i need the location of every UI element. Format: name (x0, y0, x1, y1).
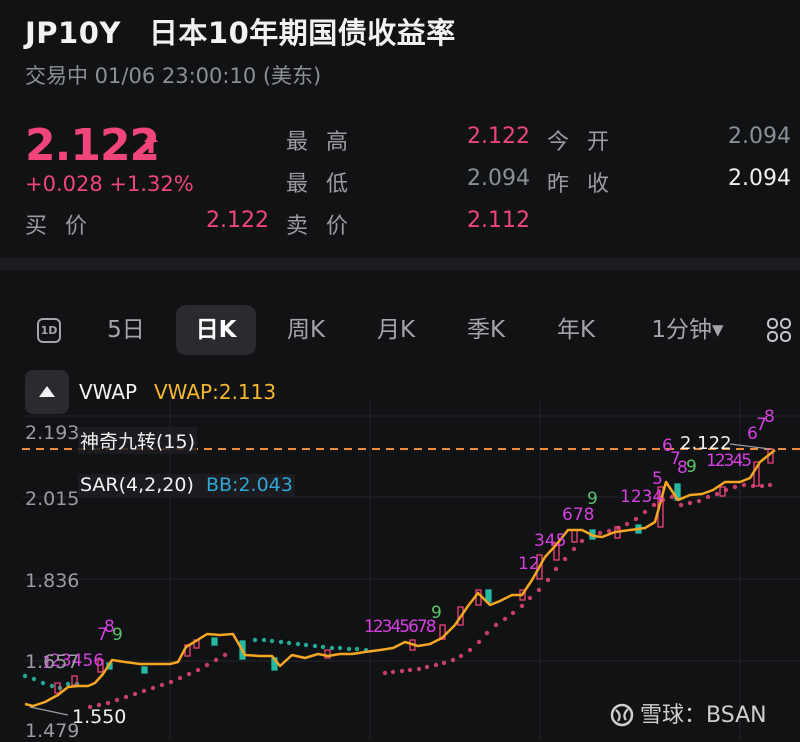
svg-text:1: 1 (42, 653, 53, 673)
svg-text:2.122: 2.122 (680, 433, 732, 454)
trading-status: 交易中 01/06 23:00:10 (美东) (25, 64, 322, 88)
section-divider (0, 258, 800, 270)
quote-panel: 2.122 +0.028 +1.32% 最高 2.122 今开 2.094 最低… (25, 118, 795, 248)
page-title: JP10Y 日本10年期国债收益率 (25, 10, 456, 52)
arrow-up-icon (144, 133, 158, 153)
high-label: 最高 (286, 130, 367, 155)
watermark: 雪球：BSAN (610, 697, 767, 729)
svg-text:12345: 12345 (706, 451, 751, 471)
svg-text:9: 9 (112, 625, 123, 645)
ask-value: 2.112 (467, 208, 530, 233)
svg-text:1234: 1234 (620, 487, 663, 507)
tab-5day[interactable]: 5日 (107, 317, 145, 343)
svg-text:6: 6 (747, 424, 758, 444)
svg-text:7: 7 (97, 625, 108, 645)
open-label: 今开 (547, 130, 628, 155)
svg-text:678: 678 (562, 505, 594, 525)
svg-text:8: 8 (104, 617, 115, 637)
ask-label: 卖价 (286, 214, 367, 239)
header: JP10Y 日本10年期国债收益率 交易中 01/06 23:00:10 (美东) (25, 10, 456, 90)
symbol: JP10Y (25, 16, 121, 50)
open-value: 2.094 (728, 124, 791, 149)
bid-value: 2.122 (206, 208, 269, 233)
triangle-up-icon (39, 386, 55, 397)
y-axis-label: 1.836 (25, 570, 80, 592)
grid-icon[interactable] (766, 317, 792, 343)
last-price: 2.122 (25, 120, 160, 171)
instrument-name: 日本10年期国债收益率 (148, 16, 456, 50)
1d-icon[interactable]: 1D (37, 318, 61, 343)
prev-close-value: 2.094 (728, 166, 791, 191)
sar-indicator[interactable]: SAR(4,2,20) BB:2.043 (78, 474, 295, 496)
xueqiu-logo-icon (610, 703, 634, 727)
y-axis-label: 1.479 (25, 720, 80, 742)
svg-text:8: 8 (677, 458, 688, 478)
indicator-collapse-button[interactable] (25, 370, 69, 414)
y-axis-label: 2.015 (25, 488, 80, 510)
y-axis-label: 1.657 (25, 651, 80, 673)
svg-text:9: 9 (686, 457, 697, 477)
price-change: +0.028 +1.32% (25, 172, 194, 196)
high-value: 2.122 (467, 124, 530, 149)
vwap-value: VWAP:2.113 (154, 380, 277, 404)
vwap-indicator-name[interactable]: VWAP (79, 380, 138, 404)
svg-text:8: 8 (764, 407, 775, 427)
bb-value: BB:2.043 (205, 474, 293, 496)
svg-text:345: 345 (534, 531, 566, 551)
svg-text:12345678: 12345678 (364, 617, 436, 637)
svg-text:5: 5 (652, 469, 663, 489)
tab-yearly-k[interactable]: 年K (556, 317, 596, 343)
tab-1min-dropdown[interactable]: 1分钟▾ (651, 317, 724, 343)
svg-text:12: 12 (518, 554, 540, 574)
low-label: 最低 (286, 172, 367, 197)
period-tabs: 1D 5日 日K 周K 月K 季K 年K 1分钟▾ (0, 305, 800, 355)
tab-monthly-k[interactable]: 月K (376, 317, 416, 343)
svg-text:1.550: 1.550 (72, 706, 126, 728)
prev-close-label: 昨收 (547, 172, 628, 197)
y-axis-label: 2.193 (25, 422, 80, 444)
svg-text:9: 9 (431, 603, 442, 623)
svg-text:7: 7 (670, 449, 681, 469)
svg-text:23456: 23456 (50, 651, 104, 671)
tab-quarterly-k[interactable]: 季K (466, 317, 506, 343)
low-value: 2.094 (467, 166, 530, 191)
tab-daily-k[interactable]: 日K (176, 305, 256, 355)
tab-weekly-k[interactable]: 周K (286, 317, 326, 343)
td-sequential-indicator[interactable]: 神奇九转(15) (78, 427, 198, 454)
bid-label: 买价 (25, 214, 106, 239)
svg-text:6: 6 (662, 436, 673, 456)
svg-text:7: 7 (756, 415, 767, 435)
svg-text:9: 9 (587, 489, 598, 509)
